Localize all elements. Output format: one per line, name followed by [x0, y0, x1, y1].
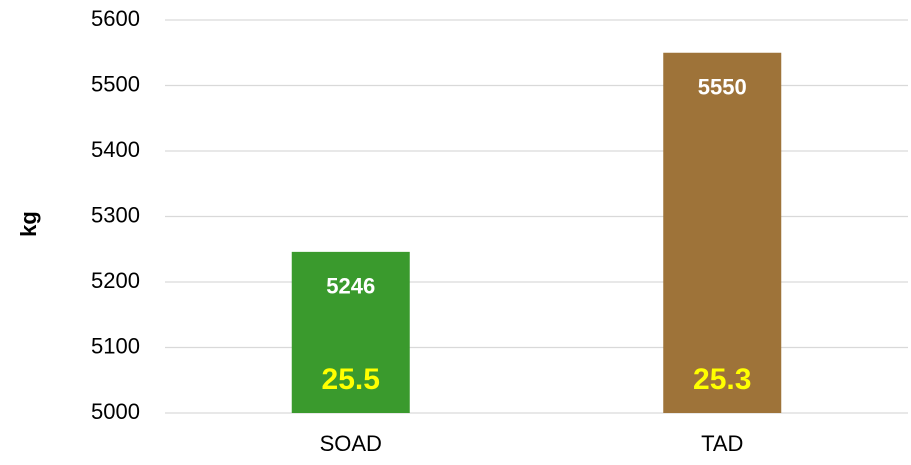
- value-label: 5246: [326, 274, 375, 299]
- y-axis-label: kg: [16, 211, 41, 237]
- annotation: 25.3: [693, 363, 751, 396]
- x-tick-label: TAD: [701, 431, 743, 456]
- y-tick-label: 5500: [91, 71, 140, 96]
- bar: [291, 251, 410, 413]
- y-tick-label: 5200: [91, 268, 140, 293]
- annotation: 25.5: [322, 363, 380, 396]
- y-tick-label: 5400: [91, 137, 140, 162]
- value-label: 5550: [698, 75, 747, 100]
- y-tick-label: 5300: [91, 202, 140, 227]
- y-tick-label: 5100: [91, 333, 140, 358]
- bar: [663, 52, 782, 413]
- y-tick-label: 5000: [91, 399, 140, 424]
- y-tick-label: 5600: [91, 6, 140, 31]
- x-tick-label: SOAD: [320, 431, 382, 456]
